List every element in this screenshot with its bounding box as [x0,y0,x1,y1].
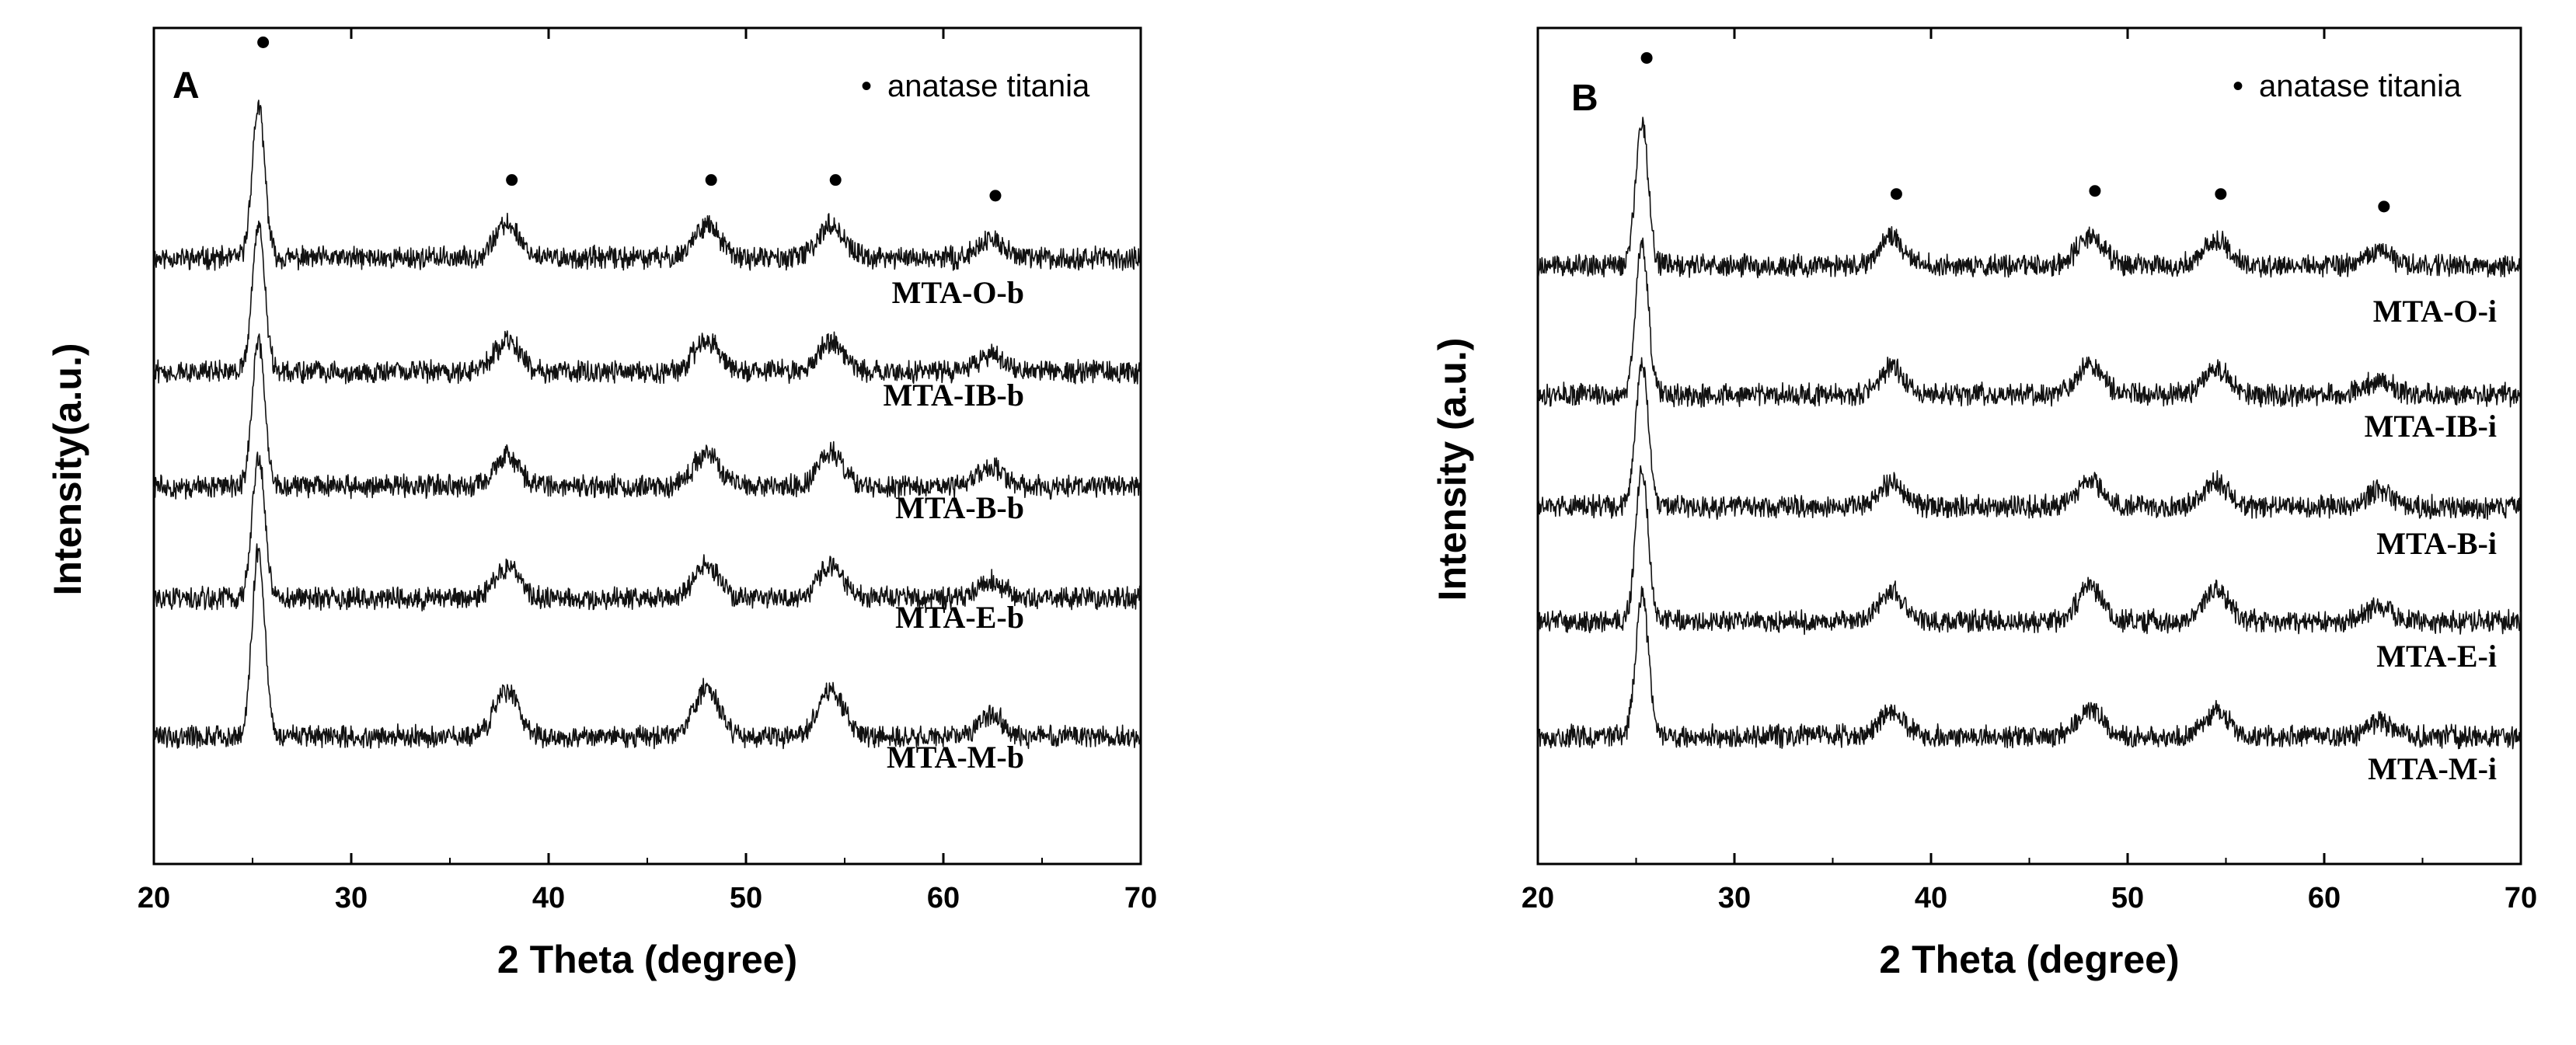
series-label: MTA-O-b [892,275,1024,310]
peak-marker-dot [1640,52,1653,64]
series-line-mta-o-b [153,99,1141,271]
x-tick-label: 60 [927,882,960,914]
series-line-mta-b-b [153,333,1142,500]
series-line-mta-ib-b [153,220,1142,385]
x-tick-label: 40 [1915,882,1947,914]
series-line-mta-o-i [1537,117,2522,279]
series-label: MTA-B-b [895,490,1024,525]
series-label: MTA-E-b [895,600,1024,635]
series-label: MTA-IB-i [2365,409,2497,444]
series-line-mta-m-b [153,543,1142,750]
series-line-mta-e-i [1537,465,2522,636]
panel-label: B [1571,78,1598,119]
x-tick-label: 20 [1522,882,1554,914]
panel-a: 20 30 40 50 60 70 2 Theta (degree) Intensity(a.… [46,26,1157,981]
peak-marker-dot [506,174,518,186]
x-tick-label: 70 [1124,882,1157,914]
x-tick-label: 30 [1718,882,1751,914]
series-line-mta-e-b [153,451,1142,611]
legend-marker: • [2233,69,2243,103]
peak-marker-dot [829,174,842,186]
peak-marker-dot [2378,200,2390,213]
x-tick-label: 70 [2505,882,2537,914]
series-label: MTA-M-i [2368,751,2497,786]
x-tick-label: 50 [2111,882,2144,914]
series-line-mta-ib-i [1537,237,2522,408]
series-label: MTA-M-b [887,740,1024,775]
legend-label: anatase titania [887,69,1090,103]
series-line-mta-m-i [1537,586,2522,750]
x-axis-label: 2 Theta (degree) [1879,938,2179,981]
x-axis-label: 2 Theta (degree) [497,938,797,981]
series-line-mta-b-i [1537,357,2522,521]
legend-label: anatase titania [2259,69,2462,103]
series-label: MTA-IB-b [884,378,1024,413]
y-axis-label: Intensity (a.u.) [1431,338,1474,601]
peak-marker-dot [989,190,1002,202]
x-tick-label: 60 [2308,882,2341,914]
series-label: MTA-O-i [2373,294,2497,329]
series-label: MTA-E-i [2376,639,2497,674]
legend-marker: • [861,69,872,103]
peak-marker-dot [2089,185,2101,197]
peak-marker-dot [1890,188,1902,200]
y-axis-label: Intensity(a.u.) [46,343,89,595]
panel-b: 20 30 40 50 60 70 2 Theta (degree) Intensity (a… [1431,26,2537,981]
peak-marker-dot [705,174,717,186]
series-label: MTA-B-i [2376,526,2497,561]
x-tick-label: 30 [335,882,368,914]
peak-marker-dot [257,37,270,48]
peak-marker-dot [2215,188,2227,200]
x-tick-label: 20 [138,882,170,914]
panel-label: A [173,65,200,106]
x-tick-label: 50 [730,882,762,914]
x-tick-label: 40 [532,882,565,914]
